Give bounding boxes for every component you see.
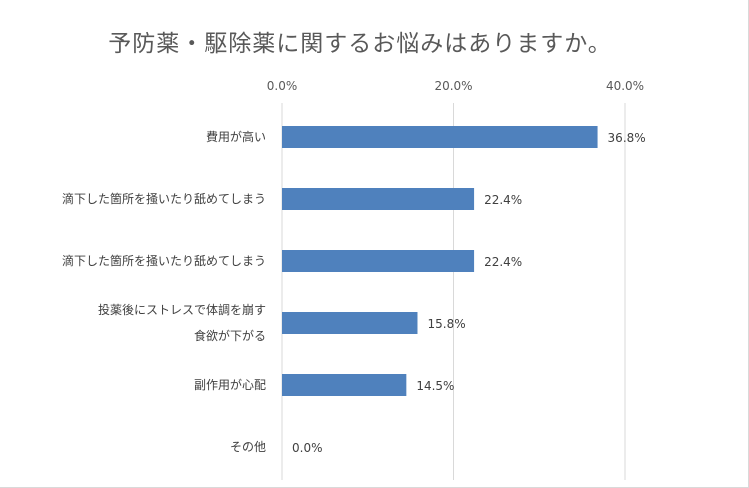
data-label-5: 0.0%	[292, 441, 323, 455]
category-label-2: 滴下した箇所を掻いたり舐めてしまう	[62, 253, 266, 268]
bar-2	[282, 250, 475, 272]
bar-3	[282, 312, 418, 334]
tick-label-2: 40.0%	[606, 79, 644, 93]
category-label-1: 滴下した箇所を掻いたり舐めてしまう	[62, 191, 266, 206]
category-label-4: 副作用が心配	[194, 377, 266, 392]
chart-title: 予防薬・駆除薬に関するお悩みはありますか。	[108, 31, 612, 57]
category-label-line: 食欲が下がる	[194, 328, 266, 343]
category-label-line: 副作用が心配	[194, 377, 266, 392]
data-label-2: 22.4%	[484, 255, 522, 269]
category-label-0: 費用が高い	[206, 129, 266, 144]
data-label-0: 36.8%	[608, 131, 646, 145]
category-label-line: 滴下した箇所を掻いたり舐めてしまう	[62, 253, 266, 268]
bar-1	[282, 188, 475, 210]
category-label-line: 投薬後にストレスで体調を崩す	[98, 302, 266, 317]
data-label-3: 15.8%	[427, 317, 465, 331]
data-label-1: 22.4%	[484, 193, 522, 207]
tick-label-0: 0.0%	[267, 79, 298, 93]
tick-label-1: 20.0%	[434, 79, 472, 93]
category-label-line: その他	[230, 440, 266, 454]
category-label-line: 滴下した箇所を掻いたり舐めてしまう	[62, 191, 266, 206]
category-label-line: 費用が高い	[206, 129, 266, 144]
bar-4	[282, 374, 407, 396]
category-label-3: 投薬後にストレスで体調を崩す食欲が下がる	[98, 302, 266, 343]
bar-0	[282, 126, 598, 148]
data-label-4: 14.5%	[416, 379, 454, 393]
category-label-5: その他	[230, 440, 266, 454]
